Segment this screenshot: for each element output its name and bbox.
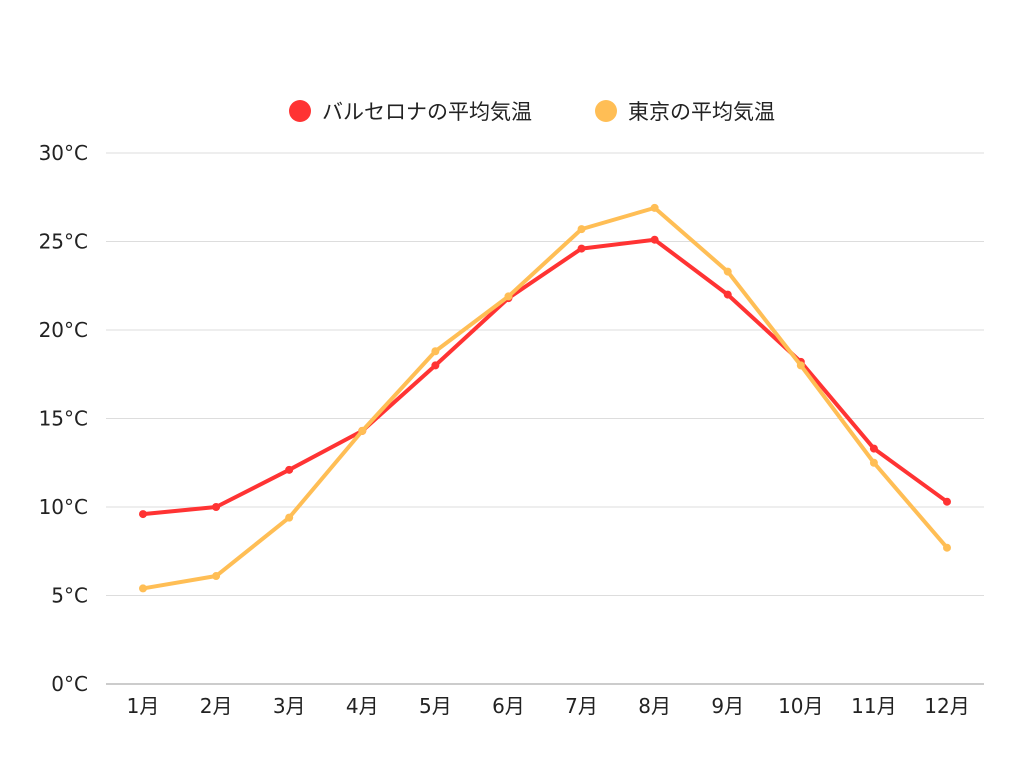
- series-line: [141, 237, 949, 517]
- data-point[interactable]: [650, 235, 659, 244]
- data-point[interactable]: [285, 513, 294, 522]
- data-point[interactable]: [869, 444, 878, 453]
- y-tick-label: 10°C: [39, 495, 88, 519]
- data-point[interactable]: [723, 267, 732, 276]
- series-0: [139, 235, 951, 519]
- legend-label: 東京の平均気温: [628, 100, 775, 124]
- data-point[interactable]: [796, 361, 805, 370]
- x-tick-label: 11月: [851, 694, 896, 718]
- series-1: [139, 203, 951, 593]
- x-tick-label: 1月: [127, 694, 160, 718]
- data-point[interactable]: [139, 584, 147, 593]
- x-tick-label: 3月: [273, 694, 306, 718]
- y-tick-label: 5°C: [51, 584, 88, 608]
- y-tick-label: 0°C: [51, 672, 88, 696]
- data-point[interactable]: [943, 497, 951, 506]
- y-tick-label: 20°C: [39, 318, 88, 342]
- y-tick-label: 15°C: [39, 407, 88, 431]
- grid: [106, 152, 984, 685]
- data-point[interactable]: [577, 244, 586, 253]
- x-tick-label: 12月: [924, 694, 969, 718]
- legend-marker: [595, 100, 617, 122]
- data-point[interactable]: [723, 290, 732, 299]
- legend-marker: [289, 100, 311, 122]
- series-group: [139, 203, 951, 593]
- x-tick-label: 8月: [638, 694, 671, 718]
- legend: バルセロナの平均気温 東京の平均気温: [289, 100, 775, 124]
- x-axis-ticks: 1月 2月 3月 4月 5月 6月 7月 8月 9月 10月 11月 12月: [127, 694, 970, 718]
- x-tick-label: 5月: [419, 694, 452, 718]
- data-point[interactable]: [869, 458, 878, 467]
- data-point[interactable]: [577, 225, 586, 234]
- data-point[interactable]: [650, 203, 659, 212]
- data-point[interactable]: [212, 503, 221, 511]
- legend-item[interactable]: バルセロナの平均気温: [289, 100, 532, 124]
- x-tick-label: 4月: [346, 694, 379, 718]
- legend-item[interactable]: 東京の平均気温: [595, 100, 775, 124]
- data-point[interactable]: [212, 572, 221, 581]
- data-point[interactable]: [431, 347, 440, 356]
- series-line: [141, 205, 949, 591]
- data-point[interactable]: [504, 292, 513, 301]
- x-tick-label: 2月: [200, 694, 233, 718]
- x-tick-label: 6月: [492, 694, 525, 718]
- data-point[interactable]: [943, 543, 951, 552]
- data-point[interactable]: [285, 465, 294, 474]
- x-tick-label: 9月: [711, 694, 744, 718]
- legend-label: バルセロナの平均気温: [322, 100, 532, 124]
- x-tick-label: 7月: [565, 694, 598, 718]
- y-axis-ticks: 0°C 5°C 10°C 15°C 20°C 25°C 30°C: [39, 141, 88, 696]
- data-point[interactable]: [358, 426, 367, 435]
- data-point[interactable]: [139, 510, 147, 519]
- data-point[interactable]: [431, 361, 440, 370]
- y-tick-label: 30°C: [39, 141, 88, 165]
- y-tick-label: 25°C: [39, 230, 88, 254]
- x-tick-label: 10月: [778, 694, 823, 718]
